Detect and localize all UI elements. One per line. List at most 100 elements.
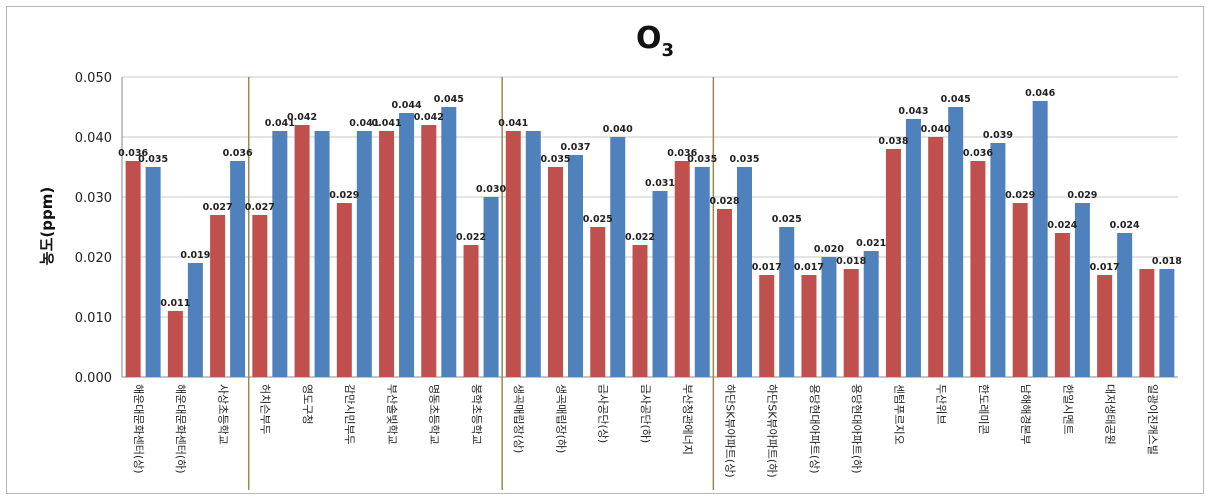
bar-blue bbox=[187, 263, 203, 377]
category-label: 한일시멘트 bbox=[1061, 384, 1075, 435]
data-label: 0.036 bbox=[223, 148, 253, 159]
category-label: 하단SK뷰아파트(상) bbox=[723, 384, 737, 478]
bar-blue bbox=[779, 227, 795, 377]
y-tick-label: 0.040 bbox=[75, 131, 112, 146]
bar-blue bbox=[694, 167, 710, 377]
category-label: 사상초등학교 bbox=[216, 384, 229, 445]
data-label: 0.018 bbox=[836, 256, 866, 267]
bar-red bbox=[885, 149, 901, 377]
bar-red bbox=[843, 269, 859, 377]
category-label: 두산위브 bbox=[935, 384, 948, 424]
data-label: 0.024 bbox=[1110, 220, 1140, 231]
bar-blue bbox=[314, 131, 330, 377]
category-label: 허치슨부두 bbox=[259, 384, 272, 435]
data-label: 0.029 bbox=[1067, 190, 1097, 201]
bar-red bbox=[505, 131, 521, 377]
data-label: 0.040 bbox=[921, 124, 951, 135]
data-label: 0.039 bbox=[983, 130, 1013, 141]
bar-blue bbox=[1159, 269, 1175, 377]
data-label: 0.036 bbox=[667, 148, 697, 159]
data-label: 0.036 bbox=[118, 148, 148, 159]
category-label: 한도레미콘 bbox=[977, 384, 990, 435]
bar-red bbox=[421, 125, 437, 377]
data-label: 0.035 bbox=[138, 154, 168, 165]
data-label: 0.019 bbox=[180, 250, 210, 261]
y-tick-label: 0.030 bbox=[75, 191, 112, 206]
y-tick-label: 0.010 bbox=[75, 311, 112, 326]
data-label: 0.042 bbox=[414, 112, 444, 123]
category-label: 용당현대아파트(하) bbox=[850, 384, 864, 474]
bar-blue bbox=[948, 107, 964, 377]
data-label: 0.040 bbox=[603, 124, 633, 135]
chart-title-main: O bbox=[636, 21, 662, 56]
data-label: 0.041 bbox=[349, 118, 379, 129]
data-label: 0.025 bbox=[772, 214, 802, 225]
data-label: 0.035 bbox=[540, 154, 570, 165]
data-label: 0.031 bbox=[645, 178, 675, 189]
bar-red bbox=[548, 167, 564, 377]
bar-red bbox=[590, 227, 606, 377]
category-label: 대저생태공원 bbox=[1104, 384, 1117, 445]
bar-red bbox=[928, 137, 944, 377]
data-label: 0.046 bbox=[1025, 88, 1055, 99]
bar-red bbox=[759, 275, 775, 377]
bar-red bbox=[336, 203, 352, 377]
bars-layer bbox=[125, 101, 1175, 377]
data-label: 0.022 bbox=[456, 232, 486, 243]
data-label: 0.021 bbox=[856, 238, 886, 249]
data-label: 0.041 bbox=[265, 118, 295, 129]
data-label: 0.045 bbox=[434, 94, 464, 105]
bar-red bbox=[210, 215, 226, 377]
bar-blue bbox=[441, 107, 457, 377]
category-label: 봉학초등학교 bbox=[470, 384, 483, 445]
bar-blue bbox=[990, 143, 1006, 377]
data-label: 0.041 bbox=[372, 118, 402, 129]
bar-red bbox=[1097, 275, 1113, 377]
data-label: 0.017 bbox=[752, 262, 782, 273]
bar-red bbox=[632, 245, 648, 377]
category-label: 해운대문화센터(하) bbox=[174, 384, 188, 474]
data-label: 0.018 bbox=[1152, 256, 1182, 267]
category-label: 금사공단(상) bbox=[597, 384, 610, 443]
y-tick-label: 0.050 bbox=[75, 71, 112, 86]
category-label: 감만시민부두 bbox=[343, 384, 356, 445]
category-label: 센텀푸르지오 bbox=[892, 384, 905, 445]
bar-blue bbox=[736, 167, 752, 377]
chart-title: O3 bbox=[636, 21, 674, 61]
y-tick-labels: 0.000 0.010 0.020 0.030 0.040 0.050 bbox=[75, 71, 112, 386]
data-label: 0.037 bbox=[560, 142, 590, 153]
data-label: 0.011 bbox=[160, 298, 190, 309]
data-label: 0.030 bbox=[476, 184, 506, 195]
bar-blue bbox=[399, 113, 415, 377]
bar-blue bbox=[652, 191, 668, 377]
data-label: 0.044 bbox=[392, 100, 422, 111]
y-axis-label: 농도(ppm) bbox=[38, 187, 56, 265]
bar-blue bbox=[272, 131, 288, 377]
bar-blue bbox=[356, 131, 372, 377]
category-label: 영도구청 bbox=[301, 384, 314, 424]
category-label: 용당현대아파트(상) bbox=[808, 384, 821, 474]
bar-blue bbox=[610, 137, 626, 377]
category-label: 남해해경본부 bbox=[1019, 384, 1033, 445]
chart-title-subscript: 3 bbox=[661, 40, 674, 61]
y-tick-label: 0.000 bbox=[75, 371, 112, 386]
bar-red bbox=[674, 161, 690, 377]
category-labels: 해운대문화센터(상) 해운대문화센터(하) 사상초등학교 허치슨부두 영도구청 감만시민부… bbox=[132, 384, 1160, 478]
bar-red bbox=[1139, 269, 1155, 377]
bar-red bbox=[1054, 233, 1070, 377]
data-label: 0.024 bbox=[1047, 220, 1077, 231]
group-separators bbox=[247, 77, 715, 490]
data-label: 0.041 bbox=[498, 118, 528, 129]
bar-blue bbox=[525, 131, 541, 377]
bar-blue bbox=[821, 257, 837, 377]
category-label: 부산청관에너지 bbox=[681, 384, 694, 455]
bar-red bbox=[167, 311, 183, 377]
data-label: 0.029 bbox=[1005, 190, 1035, 201]
data-label: 0.025 bbox=[583, 214, 613, 225]
bar-red bbox=[294, 125, 310, 377]
data-label: 0.027 bbox=[203, 202, 233, 213]
category-label: 명동초등학교 bbox=[428, 384, 441, 445]
data-label: 0.020 bbox=[814, 244, 844, 255]
category-label: 일광이진캐스빌 bbox=[1146, 384, 1160, 455]
